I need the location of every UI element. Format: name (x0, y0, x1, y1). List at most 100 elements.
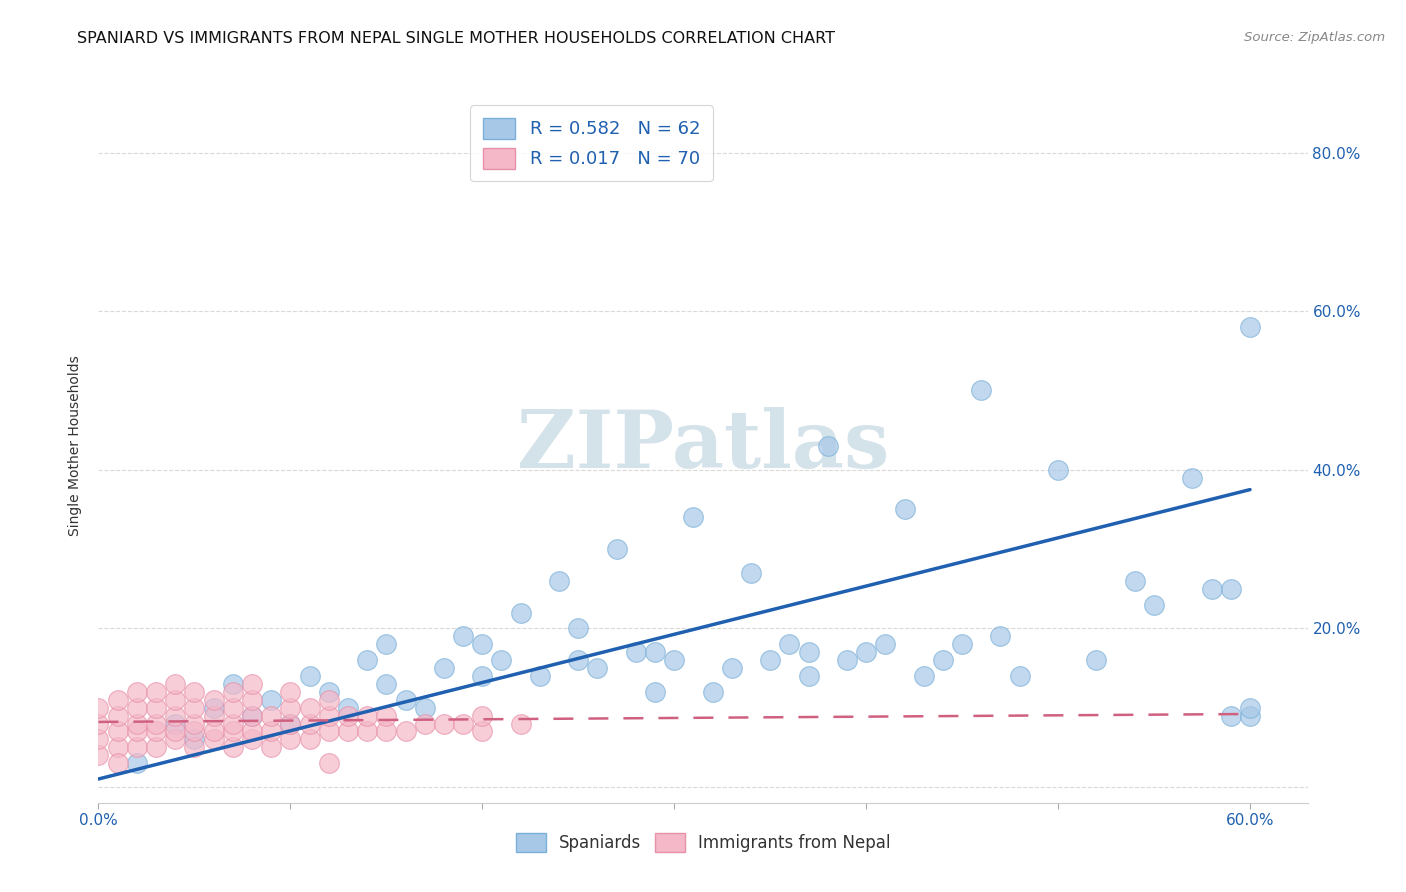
Point (202, 708, 225, 723)
Point (1219, 582, 1241, 596)
Point (336, 708, 359, 723)
Point (318, 756, 340, 771)
Point (1123, 574, 1146, 588)
Point (875, 637, 897, 651)
Point (835, 653, 858, 667)
Point (471, 669, 494, 683)
Point (165, 724, 187, 739)
Point (183, 685, 205, 699)
Point (145, 740, 167, 755)
Point (145, 724, 167, 739)
Point (797, 669, 820, 683)
Point (183, 732, 205, 747)
Point (1201, 582, 1223, 596)
Point (336, 700, 359, 714)
Point (280, 716, 302, 731)
Point (1008, 669, 1031, 683)
Point (318, 685, 340, 699)
Point (222, 724, 245, 739)
Point (87, 700, 110, 714)
Point (1219, 708, 1241, 723)
Point (222, 716, 245, 731)
Point (318, 708, 340, 723)
Point (318, 692, 340, 706)
Point (586, 661, 609, 675)
Point (280, 700, 302, 714)
Point (165, 716, 187, 731)
Point (125, 740, 148, 755)
Point (87, 716, 110, 731)
Point (375, 724, 398, 739)
Point (451, 716, 474, 731)
Point (318, 724, 340, 739)
Text: SPANIARD VS IMMIGRANTS FROM NEPAL SINGLE MOTHER HOUSEHOLDS CORRELATION CHART: SPANIARD VS IMMIGRANTS FROM NEPAL SINGLE… (77, 31, 835, 46)
Point (567, 621, 589, 635)
Point (125, 724, 148, 739)
Point (932, 653, 955, 667)
Point (298, 669, 321, 683)
Point (165, 677, 187, 691)
Point (107, 756, 129, 771)
Point (222, 685, 245, 699)
Point (471, 637, 494, 651)
Point (1047, 463, 1070, 477)
Point (451, 629, 474, 643)
Point (222, 740, 245, 755)
Point (797, 645, 820, 659)
Point (644, 685, 666, 699)
Point (740, 566, 762, 580)
Point (664, 653, 686, 667)
Point (433, 716, 456, 731)
Point (183, 724, 205, 739)
Text: ZIPatlas: ZIPatlas (517, 407, 889, 485)
Text: Source: ZipAtlas.com: Source: ZipAtlas.com (1244, 31, 1385, 45)
Point (491, 653, 513, 667)
Point (529, 669, 551, 683)
Point (280, 732, 302, 747)
Point (990, 629, 1012, 643)
Point (240, 692, 263, 706)
Point (125, 685, 148, 699)
Point (240, 732, 263, 747)
Point (260, 724, 283, 739)
Point (644, 645, 666, 659)
Point (260, 740, 283, 755)
Point (145, 685, 167, 699)
Point (606, 542, 628, 557)
Point (950, 637, 973, 651)
Point (202, 692, 225, 706)
Point (702, 685, 724, 699)
Point (145, 700, 167, 714)
Point (375, 677, 398, 691)
Point (183, 716, 205, 731)
Point (165, 732, 187, 747)
Point (222, 677, 245, 691)
Point (298, 700, 321, 714)
Point (298, 732, 321, 747)
Point (1239, 700, 1261, 714)
Point (912, 669, 935, 683)
Point (183, 700, 205, 714)
Point (375, 637, 398, 651)
Point (240, 724, 263, 739)
Point (87, 748, 110, 763)
Point (1239, 320, 1261, 334)
Point (165, 692, 187, 706)
Point (260, 692, 283, 706)
Point (682, 510, 704, 524)
Point (280, 716, 302, 731)
Point (394, 724, 416, 739)
Point (720, 661, 742, 675)
Point (202, 732, 225, 747)
Point (413, 716, 436, 731)
Point (1181, 471, 1204, 485)
Point (222, 700, 245, 714)
Point (471, 708, 494, 723)
Point (240, 708, 263, 723)
Point (509, 716, 531, 731)
Point (107, 724, 129, 739)
Point (125, 700, 148, 714)
Point (356, 653, 378, 667)
Point (165, 708, 187, 723)
Point (624, 645, 647, 659)
